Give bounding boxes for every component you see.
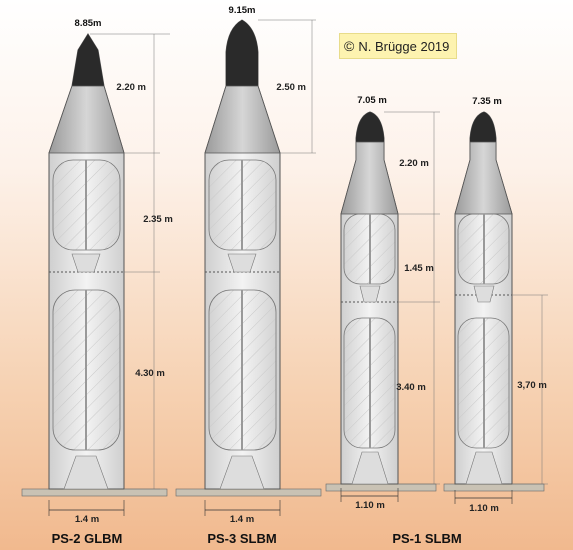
ground-plate	[21, 488, 168, 497]
diameter-label: 1.10 m	[469, 503, 499, 514]
missile-name: PS-1 SLBM	[392, 531, 461, 546]
missile-name: PS-3 SLBM	[207, 531, 276, 546]
stage2-length-label: 2.35 m	[143, 214, 173, 225]
missile-ps3: 9.15m 2.50 m 1.4 m PS-3 SLBM	[175, 5, 322, 546]
ground-plate	[175, 488, 322, 497]
ground-plate	[325, 483, 437, 492]
stage1-length-label: 3,70 m	[517, 380, 547, 391]
missile-ps2: 8.85m 2.20 m 2.35 m 4.30 m 1.4 m PS-2 GL…	[21, 18, 173, 546]
tip-label: 8.85m	[75, 18, 102, 29]
diameter-label: 1.4 m	[230, 514, 254, 525]
diameter-label: 1.4 m	[75, 514, 99, 525]
nose-length-label: 2.20 m	[399, 158, 429, 169]
tip-label: 9.15m	[229, 5, 256, 16]
nose-cone	[48, 85, 125, 154]
stage1-length-label: 4.30 m	[135, 368, 165, 379]
copyright-icon: ©	[344, 38, 355, 54]
diameter-label: 1.10 m	[355, 500, 385, 511]
missile-name: PS-2 GLBM	[52, 531, 123, 546]
nose-cone	[204, 85, 281, 154]
missile-ps1: 7.05 m 2.20 m 1.45 m 3.40 m 1.10 m PS-1 …	[325, 95, 462, 546]
stage1-length-label: 3.40 m	[396, 382, 426, 393]
tip-label: 7.35 m	[472, 96, 502, 107]
nose-length-label: 2.20 m	[116, 82, 146, 93]
nose-tip	[226, 20, 258, 86]
nose-cone	[454, 141, 513, 215]
stage2-length-label: 1.45 m	[404, 263, 434, 274]
nose-tip	[356, 112, 384, 142]
nose-tip	[470, 112, 496, 142]
tip-label: 7.05 m	[357, 95, 387, 106]
copyright-text: N. Brügge 2019	[358, 38, 450, 54]
copyright-box: © N. Brügge 2019	[339, 33, 457, 59]
missile-ps1-variant: 7.35 m 3,70 m 1.10 m	[443, 96, 548, 514]
nose-length-label: 2.50 m	[276, 82, 306, 93]
nose-cone	[340, 141, 399, 215]
ground-plate	[443, 483, 545, 492]
nose-tip	[72, 34, 104, 86]
